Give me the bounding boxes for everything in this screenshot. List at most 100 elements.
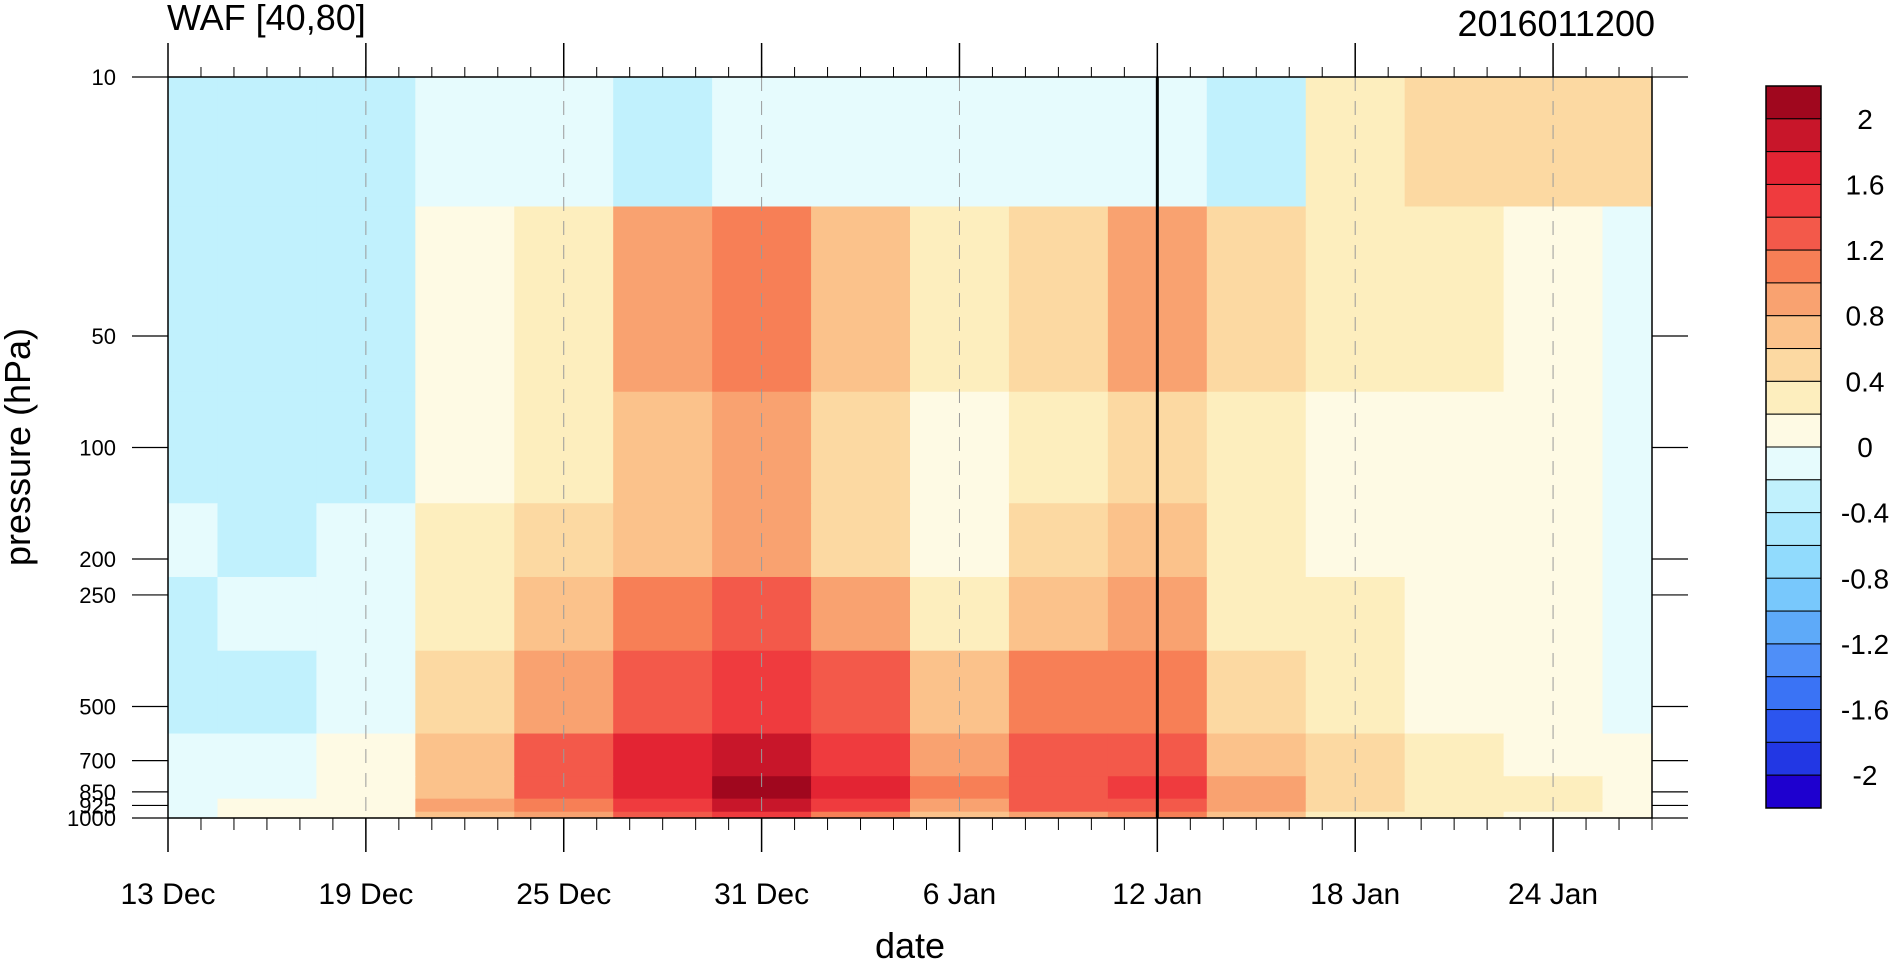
field-cell xyxy=(613,733,713,777)
field-cell xyxy=(613,798,713,813)
field-cell xyxy=(217,650,317,735)
field-cell xyxy=(168,733,219,777)
field-cell xyxy=(415,811,515,819)
field-cell xyxy=(1404,576,1505,652)
field-cell xyxy=(1404,776,1505,800)
field-cell xyxy=(811,77,911,208)
field-cell xyxy=(1602,77,1653,208)
field-cell xyxy=(811,776,911,800)
field-cell xyxy=(168,576,219,652)
field-cell xyxy=(1206,811,1307,819)
colorbar-swatch xyxy=(1765,512,1822,546)
colorbar-swatch xyxy=(1765,676,1822,711)
colorbar-label: -1.6 xyxy=(1841,695,1889,726)
field-cell xyxy=(712,811,812,819)
field-cell xyxy=(415,776,515,800)
field-cell xyxy=(1404,206,1505,393)
field-cell xyxy=(1602,776,1653,800)
colorbar-label: 1.6 xyxy=(1846,169,1885,200)
field-cell xyxy=(316,776,416,800)
field-cell xyxy=(1602,733,1653,777)
field-cell xyxy=(811,503,911,578)
field-cell xyxy=(1008,811,1109,819)
colorbar-swatch xyxy=(1765,183,1822,218)
x-tick-label: 24 Jan xyxy=(1508,878,1598,911)
colorbar-label: 0.4 xyxy=(1846,366,1885,397)
field-cell xyxy=(1008,650,1109,735)
field-cell xyxy=(1206,650,1307,735)
field-cell xyxy=(316,77,416,208)
field-cell xyxy=(613,391,713,504)
colorbar-label: -2 xyxy=(1853,760,1878,791)
field-cell xyxy=(1404,391,1505,504)
field-cell xyxy=(415,77,515,208)
x-axis-label: date xyxy=(874,925,946,966)
y-tick-label: 700 xyxy=(79,749,116,774)
field-cell xyxy=(1206,733,1307,777)
chart-title: WAF [40,80] xyxy=(167,0,366,38)
field-cell xyxy=(811,733,911,777)
colorbar-swatch xyxy=(1765,610,1822,645)
chart-date-stamp: 2016011200 xyxy=(1457,3,1655,44)
colorbar-label: 0 xyxy=(1857,432,1873,463)
field-cell xyxy=(1206,391,1307,504)
field-cell xyxy=(1602,206,1653,393)
field-cell xyxy=(811,798,911,813)
field-cell xyxy=(712,776,812,800)
y-tick-label: 925 xyxy=(79,793,116,818)
colorbar-swatch xyxy=(1765,643,1822,678)
field-cell xyxy=(1008,576,1109,652)
field-cell xyxy=(1404,650,1505,735)
field-cell xyxy=(168,503,219,578)
field-cell xyxy=(1404,77,1505,208)
colorbar-swatch xyxy=(1765,348,1822,382)
field-cell xyxy=(811,576,911,652)
field-cell xyxy=(811,206,911,393)
field-cell xyxy=(514,77,614,208)
colorbar-swatch xyxy=(1765,380,1822,415)
field-cell xyxy=(1305,776,1406,800)
field-cell xyxy=(415,650,515,735)
field-cell xyxy=(217,776,317,800)
y-tick-label: 500 xyxy=(79,694,116,719)
field-cell xyxy=(613,576,713,652)
colorbar-swatch xyxy=(1765,85,1822,120)
field-cell xyxy=(1602,391,1653,504)
field-cell xyxy=(1206,206,1307,393)
colorbar-swatch xyxy=(1765,413,1822,448)
colorbar-label: 0.8 xyxy=(1846,301,1885,332)
colorbar-swatch xyxy=(1765,118,1822,153)
field-cell xyxy=(1206,77,1307,208)
colorbar-swatch xyxy=(1765,151,1822,185)
field-cell xyxy=(712,77,812,208)
x-tick-label: 25 Dec xyxy=(516,878,611,911)
field-cell xyxy=(1008,503,1109,578)
field-cell xyxy=(1206,503,1307,578)
colorbar-swatch xyxy=(1765,315,1822,350)
field-cell xyxy=(613,811,713,819)
field-cell xyxy=(514,776,614,800)
field-cell xyxy=(217,798,317,813)
field-cell xyxy=(811,650,911,735)
x-tick-label: 13 Dec xyxy=(120,878,215,911)
field-cell xyxy=(415,206,515,393)
field-cell xyxy=(415,798,515,813)
field-cell xyxy=(613,650,713,735)
field-cell xyxy=(217,576,317,652)
field-cell xyxy=(1305,811,1406,819)
y-tick-label: 1000 xyxy=(67,806,116,831)
colorbar-swatch xyxy=(1765,282,1822,317)
colorbar-label: -0.4 xyxy=(1841,498,1889,529)
field-cell xyxy=(1206,776,1307,800)
field-cell xyxy=(1602,811,1653,819)
field-cell xyxy=(1602,503,1653,578)
field-cell xyxy=(217,503,317,578)
field-cell xyxy=(217,77,317,208)
y-tick-label: 50 xyxy=(92,324,116,349)
field-cell xyxy=(1206,798,1307,813)
field-cell xyxy=(1503,776,1604,800)
field-cell xyxy=(1008,733,1109,777)
colorbar-swatch xyxy=(1765,577,1822,612)
colorbar-swatch xyxy=(1765,544,1822,579)
